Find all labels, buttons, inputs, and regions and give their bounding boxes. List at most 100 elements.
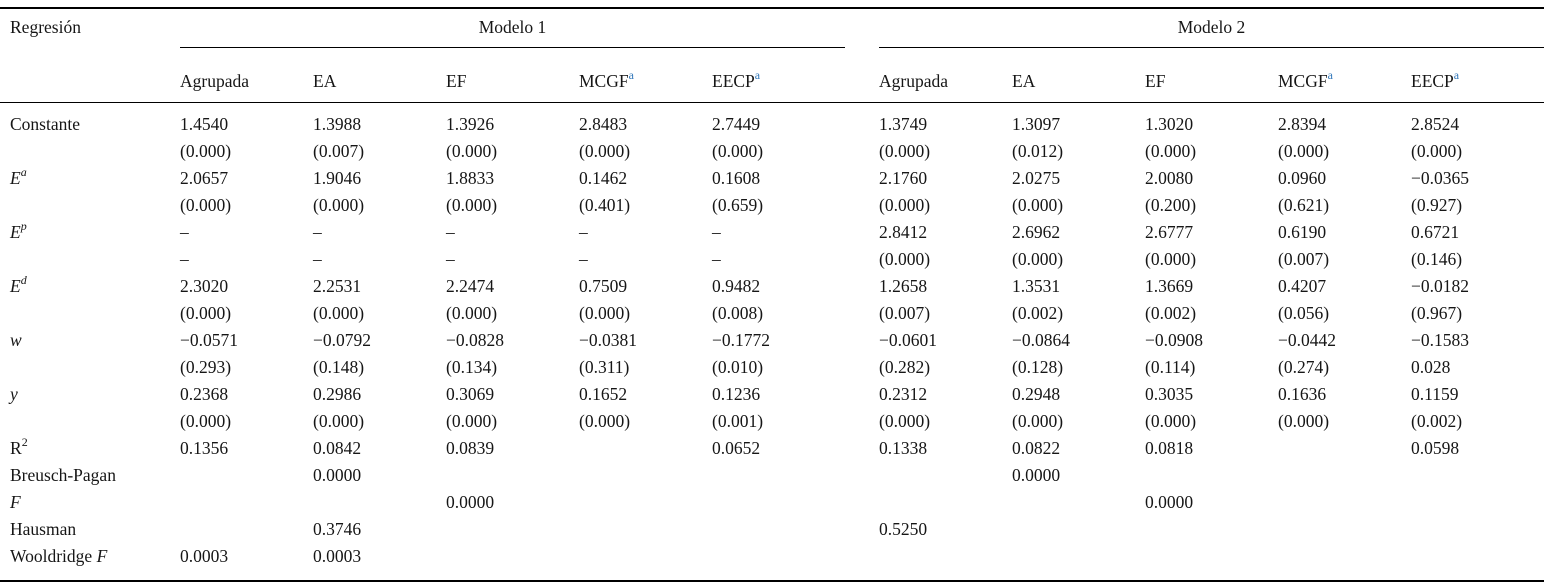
value-cell <box>579 462 712 489</box>
table-row: Wooldridge F 0.0003 0.0003 <box>0 543 1544 570</box>
value-cell <box>180 516 313 543</box>
row-label <box>0 408 180 435</box>
corner-header-regresion: Regresión <box>0 8 180 103</box>
value-cell: 0.0818 <box>1145 438 1194 458</box>
table-row: (0.000) (0.007) (0.000) (0.000) (0.000) (0.00… <box>0 138 1544 165</box>
value-cell <box>579 543 712 570</box>
results-table-body: Constante 1.4540 1.3988 1.3926 2.8483 2.7449 1… <box>0 103 1544 582</box>
value-cell: 0.2986 <box>313 384 362 404</box>
row-label-part: a <box>20 165 27 180</box>
value-cell <box>579 435 712 462</box>
value-cell: (0.000) <box>879 141 931 161</box>
value-cell: 1.3926 <box>446 114 495 134</box>
value-cell: (0.000) <box>180 411 232 431</box>
value-cell: 0.1462 <box>579 168 628 188</box>
row-label-part: E <box>10 276 21 296</box>
value-cell: 0.0000 <box>313 465 362 485</box>
group-gap-cell <box>845 246 879 273</box>
group-header-label: Modelo 1 <box>478 17 547 37</box>
value-cell: 2.0657 <box>180 168 229 188</box>
value-cell: (0.000) <box>879 411 931 431</box>
value-cell: 0.1159 <box>1411 384 1459 404</box>
row-label-part: R <box>10 438 22 458</box>
row-label-part: w <box>10 330 22 350</box>
row-label: Breusch-Pagan <box>0 462 180 489</box>
group-gap-cell <box>845 138 879 165</box>
value-cell: (0.128) <box>1012 357 1064 377</box>
value-cell: (0.000) <box>446 303 498 323</box>
row-label-part: Breusch-Pagan <box>10 465 116 485</box>
row-label-part: F <box>10 492 21 512</box>
value-cell: 1.3531 <box>1012 276 1061 296</box>
value-cell: – <box>446 249 455 269</box>
value-cell: (0.010) <box>712 357 764 377</box>
value-cell <box>180 462 313 489</box>
row-label: R2 <box>0 435 180 462</box>
value-cell: (0.000) <box>1278 141 1330 161</box>
value-cell: (0.000) <box>313 411 365 431</box>
value-cell: (0.000) <box>1012 195 1064 215</box>
row-label: Ea <box>0 165 180 192</box>
value-cell: −0.1772 <box>712 330 770 350</box>
value-cell: 0.1338 <box>879 438 928 458</box>
value-cell <box>1411 516 1544 543</box>
value-cell: – <box>712 222 721 242</box>
value-cell: 0.0839 <box>446 438 495 458</box>
value-cell: 2.8483 <box>579 114 628 134</box>
column-header-mcgf-m1: MCGFa <box>579 47 712 103</box>
value-cell: – <box>180 249 189 269</box>
value-cell: 0.1608 <box>712 168 761 188</box>
group-header-modelo-2: Modelo 2 <box>879 8 1544 48</box>
value-cell: (0.311) <box>579 357 630 377</box>
value-cell <box>879 543 1012 570</box>
group-gap-cell <box>845 219 879 246</box>
row-label: Ed <box>0 273 180 300</box>
value-cell: −0.1583 <box>1411 330 1469 350</box>
column-header-ea-m1: EA <box>313 47 446 103</box>
value-cell: (0.274) <box>1278 357 1330 377</box>
value-cell: 0.0652 <box>712 438 761 458</box>
value-cell: (0.927) <box>1411 195 1463 215</box>
value-cell: 1.3988 <box>313 114 362 134</box>
value-cell: (0.007) <box>879 303 931 323</box>
value-cell <box>180 489 313 516</box>
column-header-label: EA <box>1012 71 1036 91</box>
value-cell: 0.7509 <box>579 276 628 296</box>
value-cell <box>579 516 712 543</box>
value-cell: (0.000) <box>1145 249 1197 269</box>
value-cell <box>1012 516 1145 543</box>
value-cell: (0.001) <box>712 411 764 431</box>
value-cell: (0.056) <box>1278 303 1330 323</box>
value-cell: – <box>180 222 189 242</box>
value-cell: 0.9482 <box>712 276 761 296</box>
column-header-eecp-m1: EECPa <box>712 47 845 103</box>
value-cell: 0.1236 <box>712 384 761 404</box>
value-cell: (0.008) <box>712 303 764 323</box>
row-label-part: 2 <box>21 435 28 450</box>
column-header-label: Agrupada <box>879 71 949 91</box>
value-cell: (0.000) <box>446 141 498 161</box>
group-gap-cell <box>845 435 879 462</box>
column-header-label: EECP <box>712 71 755 91</box>
value-cell: 1.9046 <box>313 168 362 188</box>
value-cell <box>1012 543 1145 570</box>
value-cell: 0.5250 <box>879 519 928 539</box>
value-cell: (0.000) <box>579 411 631 431</box>
value-cell: −0.0442 <box>1278 330 1336 350</box>
table-row: (0.000) (0.000) (0.000) (0.000) (0.008) (0.00… <box>0 300 1544 327</box>
row-label: Constante <box>0 103 180 139</box>
value-cell: 2.2531 <box>313 276 362 296</box>
group-gap-cell <box>845 381 879 408</box>
results-table: Regresión Modelo 1 Modelo 2 Agrupada EA EF… <box>0 7 1544 582</box>
value-cell: (0.012) <box>1012 141 1064 161</box>
group-gap-cell <box>845 300 879 327</box>
value-cell: −0.0792 <box>313 330 371 350</box>
value-cell <box>879 489 1012 516</box>
value-cell: −0.0864 <box>1012 330 1070 350</box>
column-header-row: Agrupada EA EF MCGFa EECPa Agrupada EA EF MCGFa E… <box>0 47 1544 103</box>
column-header-label: EA <box>313 71 337 91</box>
value-cell: 1.2658 <box>879 276 928 296</box>
group-gap-cell <box>845 273 879 300</box>
group-header-label: Modelo 2 <box>1177 17 1246 37</box>
column-header-ef-m1: EF <box>446 47 579 103</box>
